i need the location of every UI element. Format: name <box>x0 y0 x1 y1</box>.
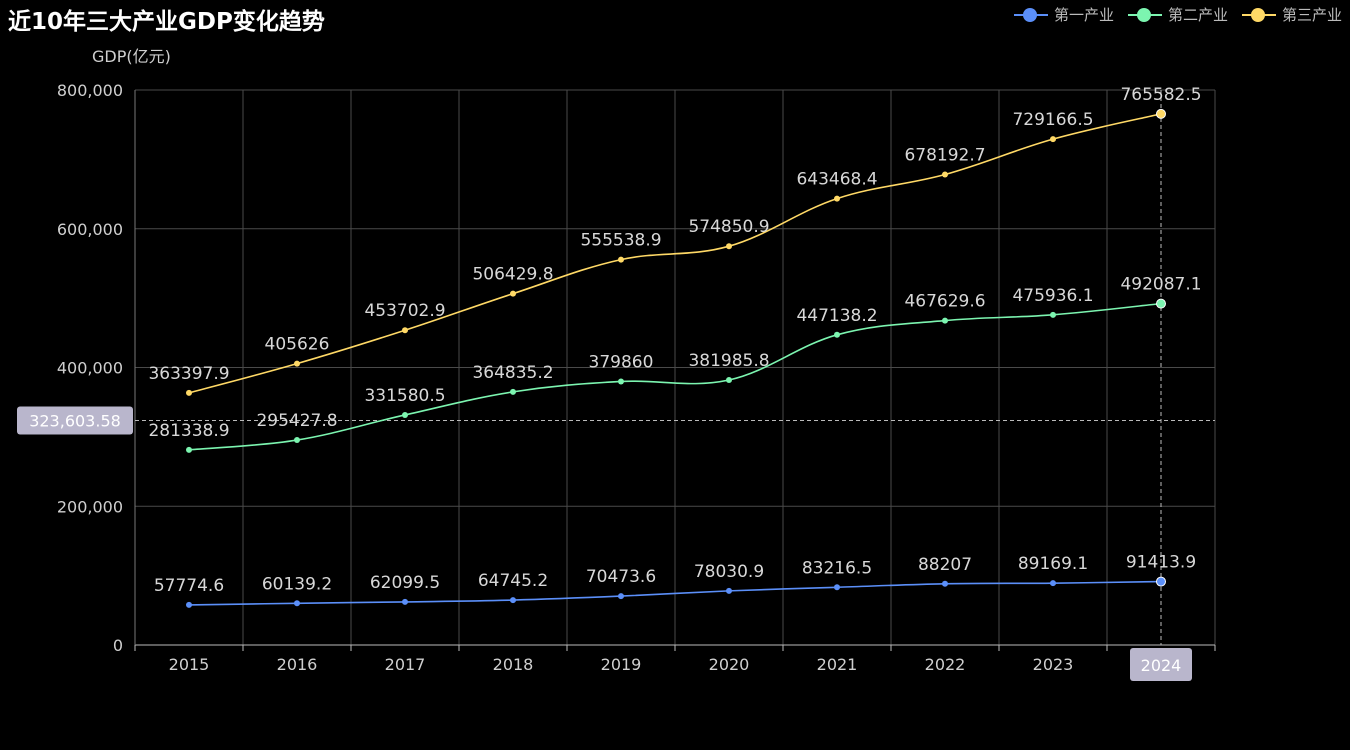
data-label: 91413.9 <box>1126 553 1196 573</box>
data-label: 405626 <box>265 335 330 355</box>
legend-item-tertiary[interactable]: 第三产业 <box>1241 4 1342 25</box>
legend-line-dot-icon <box>1127 7 1162 22</box>
data-point <box>1156 298 1166 309</box>
legend-item-secondary[interactable]: 第二产业 <box>1127 4 1228 25</box>
data-label: 64745.2 <box>478 571 548 591</box>
data-point <box>402 327 408 334</box>
data-label: 57774.6 <box>154 576 224 596</box>
data-point <box>510 290 516 297</box>
data-label: 60139.2 <box>262 574 332 594</box>
data-point <box>1050 136 1056 143</box>
data-point <box>618 593 624 600</box>
data-point <box>186 601 192 608</box>
data-label: 765582.5 <box>1120 85 1201 105</box>
data-point <box>1050 311 1056 318</box>
y-tick-label: 600,000 <box>57 220 123 239</box>
x-tick-label: 2022 <box>925 655 966 674</box>
y-tick-label: 400,000 <box>57 359 123 378</box>
data-point <box>618 378 624 385</box>
data-label: 70473.6 <box>586 567 656 587</box>
data-point <box>942 317 948 324</box>
x-tick-label: 2016 <box>277 655 318 674</box>
series-line-2 <box>188 302 1162 451</box>
data-point <box>726 243 732 250</box>
data-point <box>510 597 516 604</box>
data-point <box>942 171 948 178</box>
data-label: 492087.1 <box>1120 275 1201 295</box>
crosshair-x-label: 2024 <box>1141 656 1182 675</box>
x-tick-label: 2023 <box>1033 655 1074 674</box>
legend-line-dot-icon <box>1013 7 1048 22</box>
x-tick-label: 2021 <box>817 655 858 674</box>
data-label: 574850.9 <box>688 217 769 237</box>
data-label: 475936.1 <box>1012 286 1093 306</box>
data-point <box>1156 576 1166 587</box>
y-tick-label: 800,000 <box>57 81 123 100</box>
data-point <box>834 195 840 202</box>
crosshair-y-label-box <box>17 406 133 435</box>
data-label: 447138.2 <box>796 306 877 326</box>
data-point <box>294 600 300 607</box>
data-label: 643468.4 <box>796 170 877 190</box>
data-point <box>510 388 516 395</box>
data-label: 381985.8 <box>688 351 769 371</box>
data-label: 364835.2 <box>472 363 553 383</box>
data-label: 89169.1 <box>1018 554 1088 574</box>
legend-label: 第一产业 <box>1053 6 1114 24</box>
chart-title: 近10年三大产业GDP变化趋势 <box>8 9 325 35</box>
data-point <box>402 598 408 605</box>
data-point <box>1156 108 1166 119</box>
data-label: 363397.9 <box>148 364 229 384</box>
data-label: 506429.8 <box>472 265 553 285</box>
x-tick-label: 2020 <box>709 655 750 674</box>
data-point <box>726 376 732 383</box>
data-label: 88207 <box>918 555 972 575</box>
data-label: 281338.9 <box>148 421 229 441</box>
data-point <box>402 411 408 418</box>
series-line-1 <box>188 580 1162 606</box>
legend-line-dot-icon <box>1241 7 1276 22</box>
crosshair-y-label: 323,603.58 <box>29 412 121 431</box>
data-label: 453702.9 <box>364 301 445 321</box>
data-label: 729166.5 <box>1012 110 1093 130</box>
data-label: 62099.5 <box>370 573 440 593</box>
legend: 第一产业 第二产业 第三产业 <box>1013 4 1342 25</box>
data-point <box>294 437 300 444</box>
x-tick-label: 2015 <box>169 655 210 674</box>
data-point <box>726 587 732 594</box>
data-point <box>618 256 624 263</box>
data-point <box>942 580 948 587</box>
data-label: 379860 <box>589 352 654 372</box>
y-axis-name: GDP(亿元) <box>92 47 171 66</box>
legend-label: 第三产业 <box>1281 6 1342 24</box>
legend-item-primary[interactable]: 第一产业 <box>1013 4 1114 25</box>
data-point <box>1050 580 1056 587</box>
data-point <box>294 360 300 367</box>
data-point <box>834 331 840 338</box>
data-label: 678192.7 <box>904 146 985 166</box>
data-label: 467629.6 <box>904 292 985 312</box>
y-tick-label: 200,000 <box>57 497 123 516</box>
x-tick-label: 2018 <box>493 655 534 674</box>
data-label: 83216.5 <box>802 558 872 578</box>
data-label: 331580.5 <box>364 386 445 406</box>
crosshair-x-label-box <box>1130 648 1192 681</box>
x-tick-label: 2017 <box>385 655 426 674</box>
data-point <box>834 584 840 591</box>
data-point <box>186 389 192 396</box>
y-tick-label: 0 <box>113 636 123 655</box>
x-tick-label: 2019 <box>601 655 642 674</box>
data-point <box>186 446 192 453</box>
data-label: 78030.9 <box>694 562 764 582</box>
data-label: 555538.9 <box>580 231 661 251</box>
series-line-3 <box>188 113 1162 394</box>
data-label: 295427.8 <box>256 411 337 431</box>
legend-label: 第二产业 <box>1167 6 1228 24</box>
